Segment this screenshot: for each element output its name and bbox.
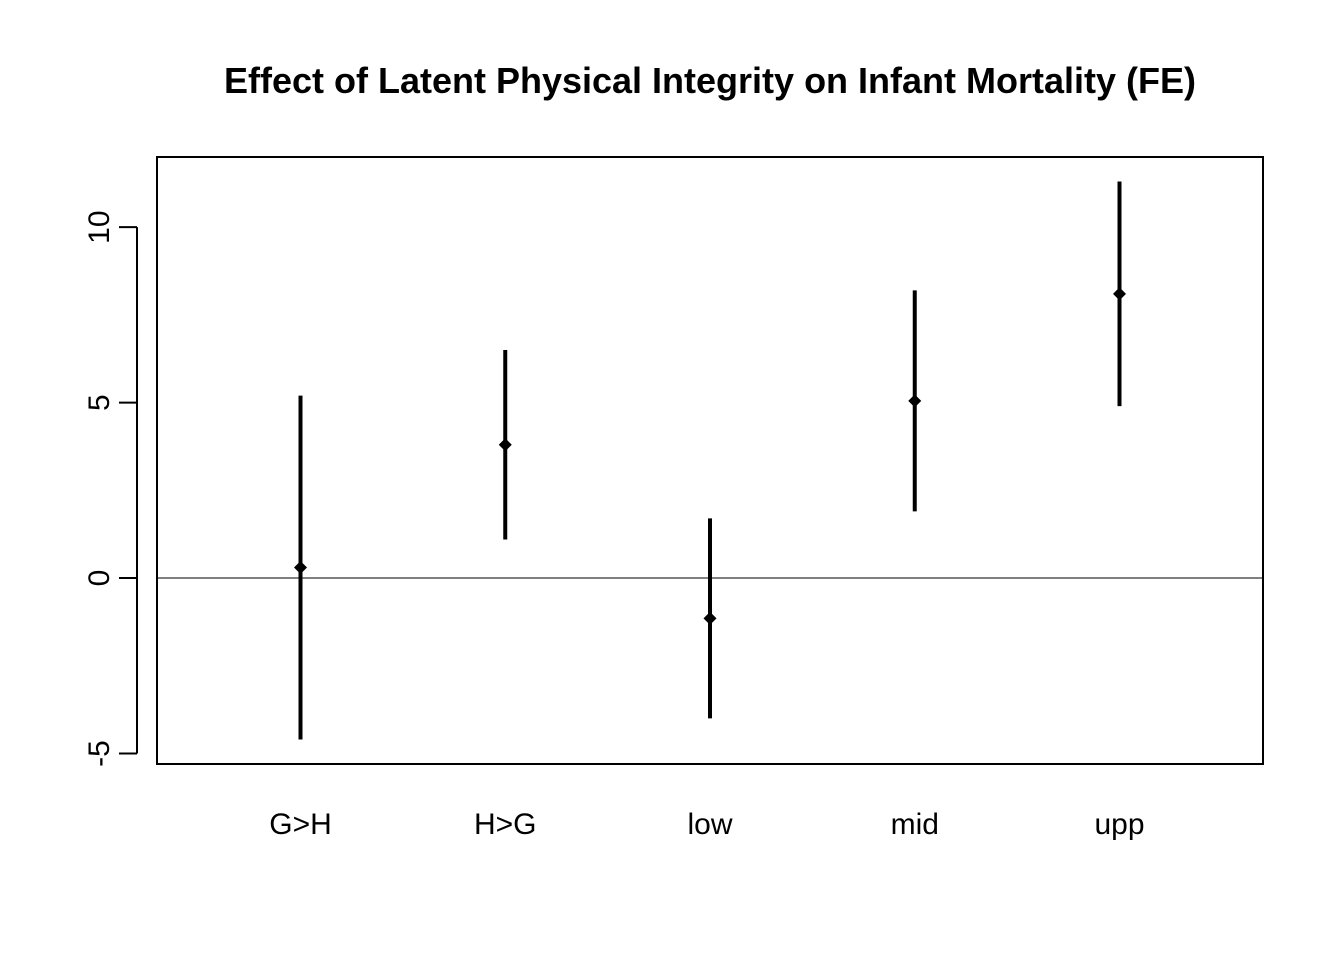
point-estimate	[908, 394, 922, 408]
y-axis: -5 0 5 10	[83, 210, 138, 767]
plot-frame	[156, 156, 1264, 765]
y-tick-label: 0	[83, 570, 116, 587]
point-estimate	[498, 438, 512, 452]
chart-title: Effect of Latent Physical Integrity on I…	[224, 60, 1196, 101]
point-estimate	[294, 561, 307, 575]
y-tick-label: 10	[83, 210, 116, 243]
x-axis-labels: G>H H>G low mid upp	[269, 808, 1144, 841]
x-tick-label: upp	[1094, 808, 1144, 841]
x-tick-label: H>G	[474, 808, 537, 841]
x-tick-label: low	[687, 808, 732, 841]
x-tick-label: G>H	[269, 808, 332, 841]
estimates-series	[294, 181, 1126, 740]
point-estimate	[1113, 287, 1126, 301]
y-tick-label: -5	[83, 740, 116, 767]
y-tick-label: 5	[83, 394, 116, 411]
x-tick-label: mid	[891, 808, 939, 841]
point-estimate	[703, 611, 717, 625]
